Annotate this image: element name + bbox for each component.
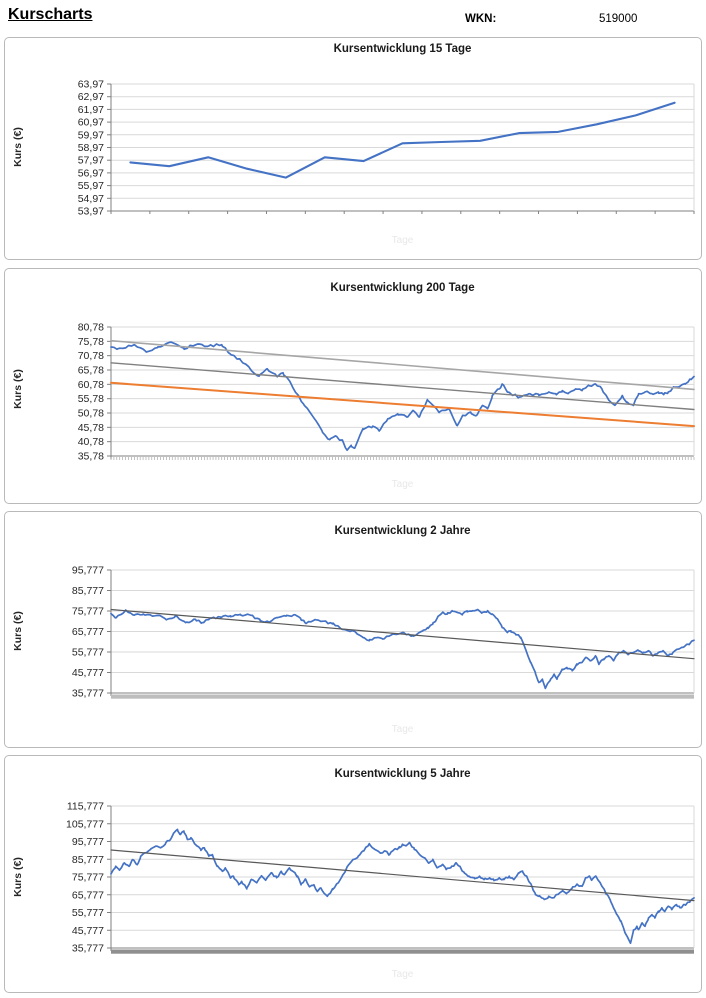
chart-box-5-jahre: Kursentwicklung 5 Jahre Kurs (€) 115,777… <box>4 755 702 993</box>
x-axis-title: Tage <box>391 235 414 246</box>
svg-text:50,78: 50,78 <box>78 408 104 420</box>
svg-text:45,777: 45,777 <box>72 925 104 937</box>
svg-text:35,777: 35,777 <box>72 943 104 955</box>
line-chart-2-jahre: 95,777 85,777 75,777 65,777 55,777 45,777 35,7… <box>72 565 695 700</box>
svg-text:45,777: 45,777 <box>72 667 104 679</box>
svg-text:63,97: 63,97 <box>78 79 104 91</box>
line-chart-5-jahre: 115,777 105,777 95,777 85,777 75,777 65,777 55… <box>66 801 695 955</box>
svg-text:35,777: 35,777 <box>72 688 104 700</box>
svg-text:115,777: 115,777 <box>67 801 104 813</box>
svg-text:58,97: 58,97 <box>78 142 104 154</box>
chart-title: Kursentwicklung 2 Jahre <box>334 525 471 537</box>
svg-text:40,78: 40,78 <box>78 436 104 448</box>
chart-box-2-jahre: Kursentwicklung 2 Jahre Kurs (€) 95,777 8… <box>4 511 702 748</box>
svg-text:75,78: 75,78 <box>78 336 104 348</box>
svg-text:65,777: 65,777 <box>72 889 104 901</box>
x-axis-title: Tage <box>391 969 414 980</box>
line-chart-200-tage: 80,78 75,78 70,78 65,78 60,78 55,78 50,78 45,78… <box>78 322 695 463</box>
svg-text:65,78: 65,78 <box>78 365 104 377</box>
svg-text:80,78: 80,78 <box>78 322 104 334</box>
page-title: Kurscharts <box>8 6 93 23</box>
chart-title: Kursentwicklung 200 Tage <box>330 282 475 294</box>
svg-text:55,78: 55,78 <box>78 393 104 405</box>
svg-text:54,97: 54,97 <box>78 193 104 205</box>
svg-text:65,777: 65,777 <box>72 626 104 638</box>
svg-text:60,78: 60,78 <box>78 379 104 391</box>
x-axis-title: Tage <box>391 724 414 735</box>
x-axis-title: Tage <box>391 479 414 490</box>
svg-text:53,97: 53,97 <box>78 206 104 218</box>
svg-text:61,97: 61,97 <box>78 104 104 116</box>
chart-title: Kursentwicklung 5 Jahre <box>334 768 471 780</box>
line-chart-15-tage: 63,9762,9761,9760,9759,9758,9757,9756,97… <box>78 79 695 218</box>
svg-text:62,97: 62,97 <box>78 91 104 103</box>
svg-text:70,78: 70,78 <box>78 350 104 362</box>
svg-text:60,97: 60,97 <box>78 117 104 129</box>
svg-text:55,777: 55,777 <box>72 907 104 919</box>
chart-box-200-tage: Kursentwicklung 200 Tage Kurs (€) 80,78 7… <box>4 268 702 504</box>
svg-text:95,777: 95,777 <box>72 565 104 577</box>
svg-text:35,78: 35,78 <box>78 451 104 463</box>
svg-text:85,777: 85,777 <box>72 854 104 866</box>
svg-text:59,97: 59,97 <box>78 129 104 141</box>
svg-text:55,97: 55,97 <box>78 180 104 192</box>
svg-text:45,78: 45,78 <box>78 422 104 434</box>
svg-text:55,777: 55,777 <box>72 647 104 659</box>
wkn-label: WKN: <box>465 13 497 25</box>
svg-text:57,97: 57,97 <box>78 155 104 167</box>
wkn-value: 519000 <box>599 13 638 25</box>
chart-box-15-tage: Kursentwicklung 15 Tage Kurs (€) 63,97 62… <box>4 37 702 260</box>
chart-title: Kursentwicklung 15 Tage <box>333 43 472 55</box>
svg-text:75,777: 75,777 <box>72 606 104 618</box>
svg-text:85,777: 85,777 <box>72 585 104 597</box>
svg-text:56,97: 56,97 <box>78 167 104 179</box>
svg-text:95,777: 95,777 <box>72 836 104 848</box>
svg-text:75,777: 75,777 <box>72 872 104 884</box>
svg-text:105,777: 105,777 <box>66 818 104 830</box>
